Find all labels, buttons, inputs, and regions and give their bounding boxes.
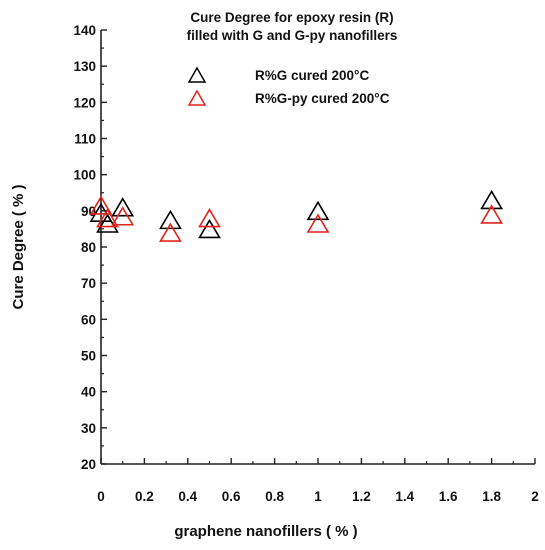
y-tick-label: 20 [81,457,96,472]
x-tick-label: 0.2 [135,489,154,504]
y-tick-label: 100 [73,168,96,183]
rg-marker [159,209,182,230]
y-tick-label: 90 [81,204,96,219]
rg-py-marker [198,207,221,228]
y-tick-label: 30 [81,421,96,436]
x-tick-label: 2 [531,489,539,504]
x-tick-label: 0 [97,489,105,504]
x-axis-ticks: 0 0.2 0.4 0.6 0.8 1 1.2 1.4 1.6 1.8 2 [97,458,539,504]
legend-label: R%G cured 200°C [255,68,369,83]
y-axis-ticks: 20 30 40 50 60 70 80 90 100 110 120 130 140 [73,23,107,472]
rg-py-marker [480,204,503,224]
legend: R%G cured 200°C R%G-py cured 200°C [187,66,390,106]
legend-label: R%G-py cured 200°C [255,91,390,106]
x-tick-label: 1.2 [352,489,371,504]
x-tick-label: 1 [314,489,322,504]
chart-title-line-2: filled with G and G-py nanofillers [187,28,398,43]
x-tick-label: 0.4 [178,489,197,504]
x-axis-label: graphene nanofillers ( % ) [174,523,357,540]
y-tick-label: 110 [74,132,96,147]
rg-py-marker [159,222,182,242]
legend-marker [187,66,207,83]
y-tick-label: 70 [81,276,96,291]
x-tick-label: 0.8 [265,489,284,504]
y-tick-label: 40 [81,385,96,400]
x-tick-label: 1.8 [482,489,501,504]
legend-marker [187,89,207,106]
rg-marker [96,213,119,233]
y-axis-label: Cure Degree ( % ) [10,184,27,309]
chart-title-line-1: Cure Degree for epoxy resin (R) [190,10,393,25]
rg-py-marker [111,206,135,226]
y-tick-label: 140 [73,23,96,38]
y-tick-label: 120 [73,95,96,110]
x-tick-label: 1.4 [395,489,414,504]
rg-py-marker [96,207,119,228]
rg-marker [198,218,221,239]
data-markers [89,189,503,242]
y-tick-label: 50 [81,349,96,364]
rg-py-marker [89,195,113,215]
y-tick-label: 60 [81,312,96,327]
y-tick-label: 130 [73,59,96,74]
x-tick-label: 0.6 [222,489,241,504]
rg-marker [111,197,135,217]
rg-marker [480,189,503,210]
x-tick-label: 1.6 [439,489,458,504]
rg-marker [306,200,330,221]
rg-py-marker [306,213,330,233]
y-tick-label: 80 [81,240,96,255]
